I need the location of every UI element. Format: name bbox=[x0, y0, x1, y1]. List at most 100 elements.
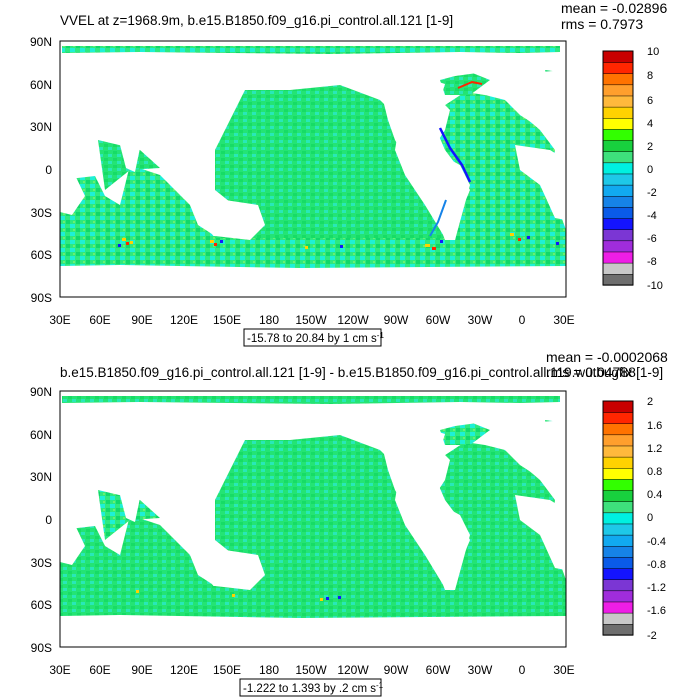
panel-2-x-axis: 30E 60E 90E 120E 150E 180 150W 120W 90W … bbox=[49, 663, 574, 677]
x-tick-label: 150E bbox=[213, 313, 241, 327]
colorbar-swatch bbox=[602, 151, 634, 164]
panel-2: b.e15.B1850.f09_g16.pi_control.all.121 [… bbox=[30, 349, 668, 697]
colorbar-swatch bbox=[602, 512, 634, 525]
x-tick-label: 120W bbox=[337, 663, 369, 677]
panel-1-range-sup: -1 bbox=[377, 331, 385, 340]
colorbar-tick: 2 bbox=[647, 141, 653, 153]
colorbar-swatch bbox=[602, 139, 634, 152]
y-tick-label: 30S bbox=[31, 206, 52, 220]
x-tick-label: 90W bbox=[384, 663, 409, 677]
y-tick-label: 90N bbox=[30, 35, 52, 49]
x-tick-label: 30E bbox=[553, 313, 574, 327]
x-tick-label: 150W bbox=[295, 313, 327, 327]
x-tick-label: 120W bbox=[337, 313, 369, 327]
colorbar-tick: -0.4 bbox=[647, 536, 666, 548]
y-tick-label: 60S bbox=[31, 248, 52, 262]
y-tick-label: 30N bbox=[30, 470, 52, 484]
colorbar-swatch bbox=[602, 229, 634, 242]
colorbar-swatch bbox=[602, 240, 634, 253]
x-tick-label: 150W bbox=[295, 663, 327, 677]
panel-2-rms: rms = 0.04788 bbox=[546, 364, 636, 380]
x-tick-label: 30W bbox=[468, 663, 493, 677]
colorbar-swatch bbox=[602, 400, 634, 413]
colorbar-swatch bbox=[602, 84, 634, 97]
colorbar-swatch bbox=[602, 128, 634, 141]
panel-2-range-box: -1.222 to 1.393 by .2 cm s-1 bbox=[239, 678, 384, 697]
colorbar-swatch bbox=[602, 445, 634, 458]
x-tick-label: 90E bbox=[131, 313, 152, 327]
colorbar-swatch bbox=[602, 590, 634, 603]
y-tick-label: 90S bbox=[31, 291, 52, 305]
x-tick-label: 90E bbox=[131, 663, 152, 677]
colorbar-swatch bbox=[602, 556, 634, 569]
panel-2-y-axis: 90N 60N 30N 0 30S 60S 90S bbox=[30, 385, 52, 655]
colorbar-swatch bbox=[602, 206, 634, 219]
panel-2-range-sup: -1 bbox=[376, 681, 384, 690]
colorbar-swatch bbox=[602, 95, 634, 108]
svg-text:-1.222 to 1.393 by .2 cm s-1: -1.222 to 1.393 by .2 cm s-1 bbox=[243, 681, 384, 695]
colorbar-swatch bbox=[602, 184, 634, 197]
colorbar-tick: -2 bbox=[647, 630, 657, 642]
colorbar-swatch bbox=[602, 567, 634, 580]
panel-1-title: VVEL at z=1968.9m, b.e15.B1850.f09_g16.p… bbox=[60, 13, 453, 28]
x-tick-label: 0 bbox=[519, 313, 526, 327]
panel-1-range-label: -15.78 to 20.84 by 1 cm s bbox=[247, 333, 377, 345]
colorbar-swatch bbox=[602, 523, 634, 536]
colorbar-tick: 10 bbox=[647, 46, 659, 58]
x-tick-label: 30E bbox=[49, 663, 70, 677]
x-tick-label: 150E bbox=[213, 663, 241, 677]
colorbar-swatch bbox=[602, 173, 634, 186]
colorbar-tick: 4 bbox=[647, 118, 653, 130]
colorbar-tick: -1.2 bbox=[647, 582, 666, 594]
colorbar-swatch bbox=[602, 579, 634, 592]
x-tick-label: 180 bbox=[259, 663, 279, 677]
colorbar-tick: 0.8 bbox=[647, 466, 662, 478]
panel-1: VVEL at z=1968.9m, b.e15.B1850.f09_g16.p… bbox=[30, 0, 667, 347]
colorbar-swatch bbox=[602, 217, 634, 230]
x-tick-label: 90W bbox=[384, 313, 409, 327]
x-tick-label: 60W bbox=[426, 663, 451, 677]
x-tick-label: 60E bbox=[89, 313, 110, 327]
colorbar-swatches bbox=[602, 400, 634, 636]
panel-1-rms: rms = 0.7973 bbox=[561, 16, 643, 32]
x-tick-label: 30E bbox=[553, 663, 574, 677]
colorbar-swatch bbox=[602, 456, 634, 469]
colorbar-swatch bbox=[602, 106, 634, 119]
colorbar-swatches bbox=[602, 50, 634, 286]
colorbar-swatch bbox=[602, 601, 634, 614]
panel-2-colorbar: 2 1.6 1.2 0.8 0.4 0 -0.4 -0.8 -1.2 -1.6 … bbox=[602, 396, 666, 642]
colorbar-tick-labels: 10 8 6 4 2 0 -2 -4 -6 -8 -10 bbox=[647, 46, 663, 292]
y-tick-label: 30S bbox=[31, 556, 52, 570]
colorbar-tick: 2 bbox=[647, 396, 653, 408]
colorbar-tick: -0.8 bbox=[647, 559, 666, 571]
colorbar-swatch bbox=[602, 61, 634, 74]
colorbar-swatch bbox=[602, 73, 634, 86]
x-tick-label: 30W bbox=[468, 313, 493, 327]
colorbar-swatch bbox=[602, 489, 634, 502]
y-tick-label: 30N bbox=[30, 120, 52, 134]
colorbar-swatch bbox=[602, 273, 634, 286]
colorbar-swatch bbox=[602, 467, 634, 480]
panel-1-map bbox=[59, 40, 567, 298]
panel-1-range-box: -15.78 to 20.84 by 1 cm s-1 bbox=[243, 328, 384, 347]
colorbar-tick-labels: 2 1.6 1.2 0.8 0.4 0 -0.4 -0.8 -1.2 -1.6 … bbox=[647, 396, 666, 642]
colorbar-tick: -1.6 bbox=[647, 605, 666, 617]
x-tick-label: 180 bbox=[259, 313, 279, 327]
svg-text:-15.78 to 20.84 by 1 cm s-1: -15.78 to 20.84 by 1 cm s-1 bbox=[247, 331, 384, 345]
colorbar-tick: -8 bbox=[647, 256, 657, 268]
x-tick-label: 120E bbox=[170, 663, 198, 677]
colorbar-swatch bbox=[602, 612, 634, 625]
colorbar-swatch bbox=[602, 162, 634, 175]
colorbar-swatch bbox=[602, 262, 634, 275]
colorbar-tick: 0 bbox=[647, 512, 653, 524]
colorbar-tick: -2 bbox=[647, 187, 657, 199]
colorbar-swatch bbox=[602, 411, 634, 424]
colorbar-swatch bbox=[602, 623, 634, 636]
colorbar-swatch bbox=[602, 423, 634, 436]
panel-2-mean: mean = -0.0002068 bbox=[546, 349, 668, 365]
y-tick-label: 0 bbox=[45, 513, 52, 527]
colorbar-swatch bbox=[602, 50, 634, 63]
colorbar-swatch bbox=[602, 117, 634, 130]
colorbar-tick: -10 bbox=[647, 280, 663, 292]
